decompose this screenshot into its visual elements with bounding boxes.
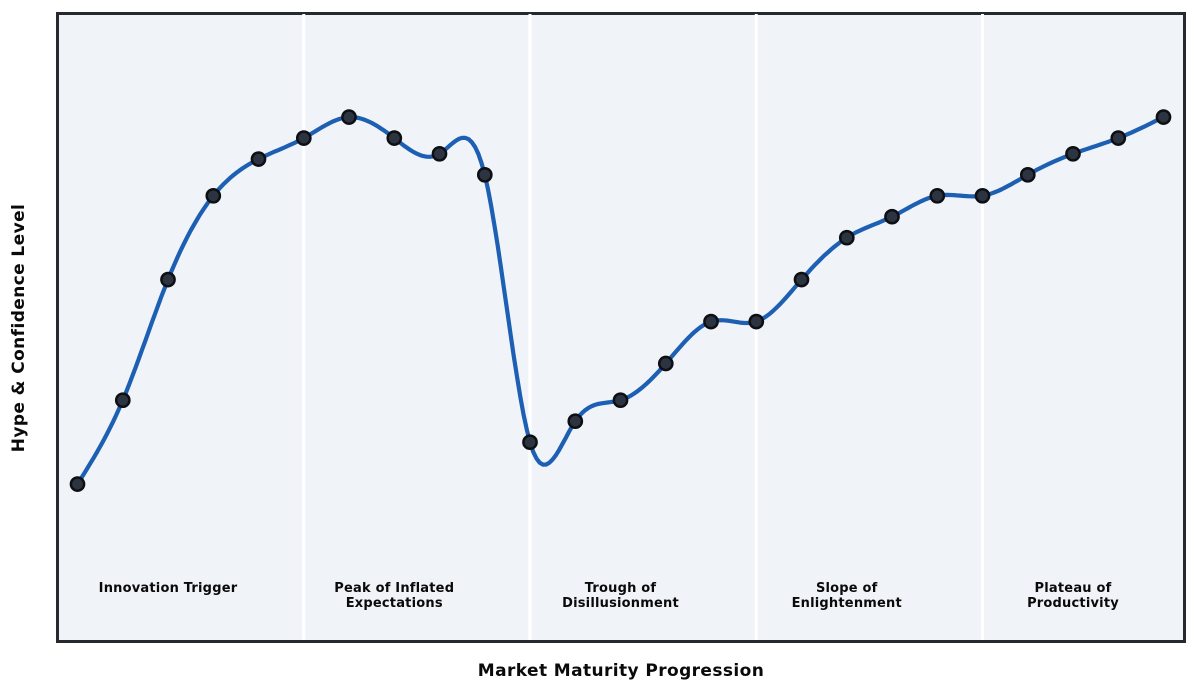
phase-divider-group	[302, 14, 984, 640]
data-point	[205, 187, 222, 204]
data-point	[567, 413, 584, 430]
data-point	[250, 151, 267, 167]
data-point	[838, 229, 855, 246]
data-point	[476, 166, 493, 183]
hype-curve-line	[75, 115, 1166, 487]
plot-area	[56, 12, 1186, 643]
x-axis-label: Market Maturity Progression	[477, 661, 765, 681]
data-point	[929, 187, 946, 204]
phase-label: Plateau of Productivity	[1027, 581, 1119, 611]
data-point	[1155, 109, 1172, 125]
data-point	[612, 392, 629, 409]
data-point	[386, 130, 403, 146]
data-point	[69, 476, 86, 492]
data-point	[341, 109, 357, 125]
data-point	[748, 313, 765, 330]
data-point	[657, 355, 674, 372]
data-point	[1110, 130, 1127, 146]
phase-label: Trough of Disillusionment	[562, 581, 679, 611]
data-point	[703, 313, 719, 330]
data-point	[1065, 145, 1081, 162]
data-point	[793, 271, 810, 288]
data-point-group	[69, 109, 1172, 492]
data-point	[431, 145, 448, 162]
data-point	[160, 271, 176, 288]
data-point	[884, 208, 900, 225]
data-point	[295, 130, 312, 146]
data-point	[522, 434, 538, 451]
data-point	[114, 392, 131, 409]
phase-label: Peak of Inflated Expectations	[334, 581, 455, 611]
data-point	[1019, 166, 1036, 183]
phase-label: Slope of Enlightenment	[791, 581, 902, 611]
y-axis-label: Hype & Confidence Level	[9, 203, 29, 453]
data-point	[974, 187, 991, 204]
phase-label: Innovation Trigger	[98, 581, 238, 596]
